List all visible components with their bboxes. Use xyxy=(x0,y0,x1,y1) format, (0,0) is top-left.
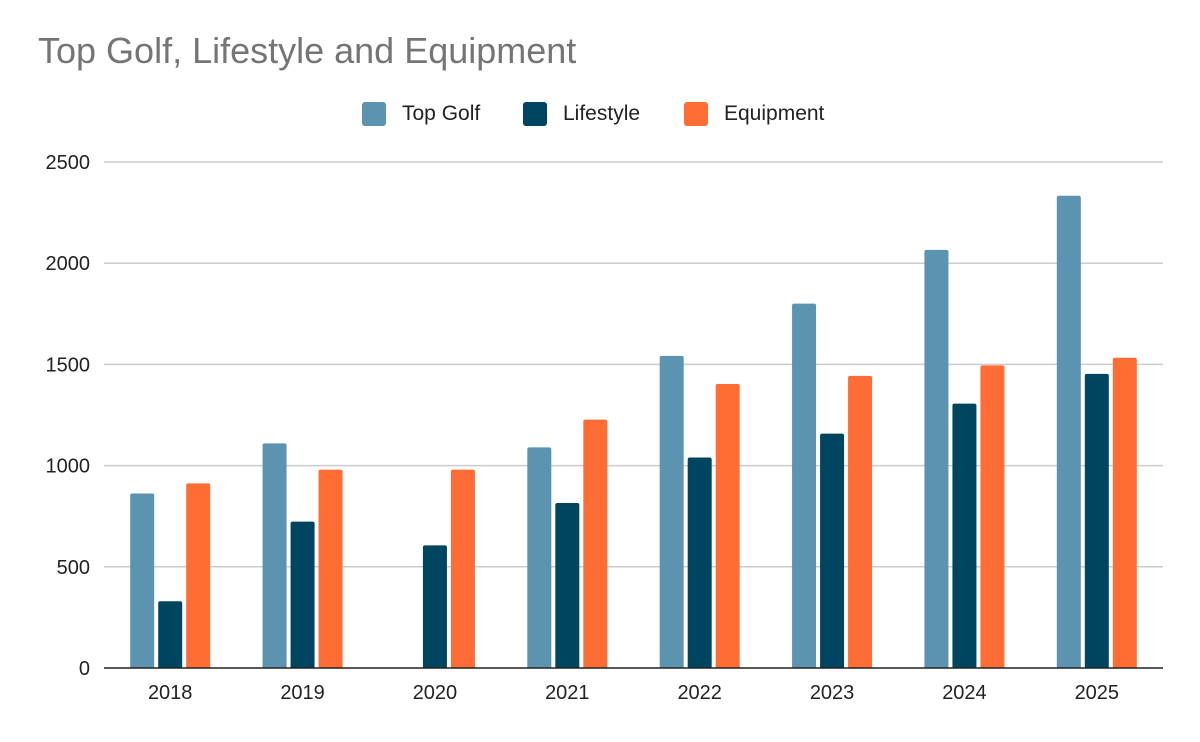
chart-title: Top Golf, Lifestyle and Equipment xyxy=(38,30,577,71)
y-tick-label: 2000 xyxy=(46,253,91,275)
legend-swatch xyxy=(362,102,386,126)
bar-top-golf-2025 xyxy=(1056,195,1081,669)
bar-equipment-2023 xyxy=(848,375,873,668)
legend-label: Equipment xyxy=(724,102,825,125)
bar-equipment-2021 xyxy=(583,419,608,668)
bar-top-golf-2021 xyxy=(527,447,552,668)
bar-equipment-2025 xyxy=(1112,357,1137,668)
bar-lifestyle-2025 xyxy=(1084,373,1109,668)
bar-lifestyle-2024 xyxy=(952,403,977,668)
bar-equipment-2024 xyxy=(980,365,1005,668)
legend-label: Top Golf xyxy=(402,102,480,125)
legend: Top Golf Lifestyle Equipment xyxy=(362,102,825,126)
x-tick-label: 2020 xyxy=(413,682,458,704)
bar-top-golf-2022 xyxy=(659,355,684,668)
y-tick-label: 1500 xyxy=(46,354,91,376)
legend-swatch xyxy=(523,102,547,126)
x-tick-label: 2024 xyxy=(942,682,987,704)
y-tick-label: 2500 xyxy=(46,152,91,174)
bar-top-golf-2023 xyxy=(792,303,817,668)
bar-equipment-2022 xyxy=(715,384,740,668)
bar-top-golf-2019 xyxy=(262,443,287,668)
axes: 0 500 1000 1500 2000 2500 2018 2019 2020 2021 2022… xyxy=(46,152,1163,704)
bar-lifestyle-2023 xyxy=(820,433,845,668)
x-tick-label: 2018 xyxy=(148,682,193,704)
x-tick-label: 2023 xyxy=(810,682,855,704)
bar-top-golf-2018 xyxy=(130,493,155,668)
x-tick-label: 2019 xyxy=(280,682,325,704)
y-tick-label: 1000 xyxy=(46,456,91,478)
bar-lifestyle-2022 xyxy=(687,457,712,668)
legend-label: Lifestyle xyxy=(563,102,640,125)
bar-equipment-2019 xyxy=(318,469,343,668)
bar-lifestyle-2018 xyxy=(158,601,183,668)
bar-equipment-2020 xyxy=(450,469,475,668)
bar-lifestyle-2019 xyxy=(290,521,315,668)
y-tick-label: 500 xyxy=(57,557,90,579)
bars xyxy=(130,195,1137,669)
bar-top-golf-2024 xyxy=(924,249,949,668)
bar-lifestyle-2021 xyxy=(555,503,580,668)
x-tick-label: 2022 xyxy=(677,682,722,704)
x-tick-label: 2021 xyxy=(545,682,590,704)
legend-swatch xyxy=(684,102,708,126)
x-tick-label: 2025 xyxy=(1075,682,1120,704)
bar-equipment-2018 xyxy=(186,483,211,668)
bar-lifestyle-2020 xyxy=(422,545,447,668)
y-tick-label: 0 xyxy=(79,658,90,680)
